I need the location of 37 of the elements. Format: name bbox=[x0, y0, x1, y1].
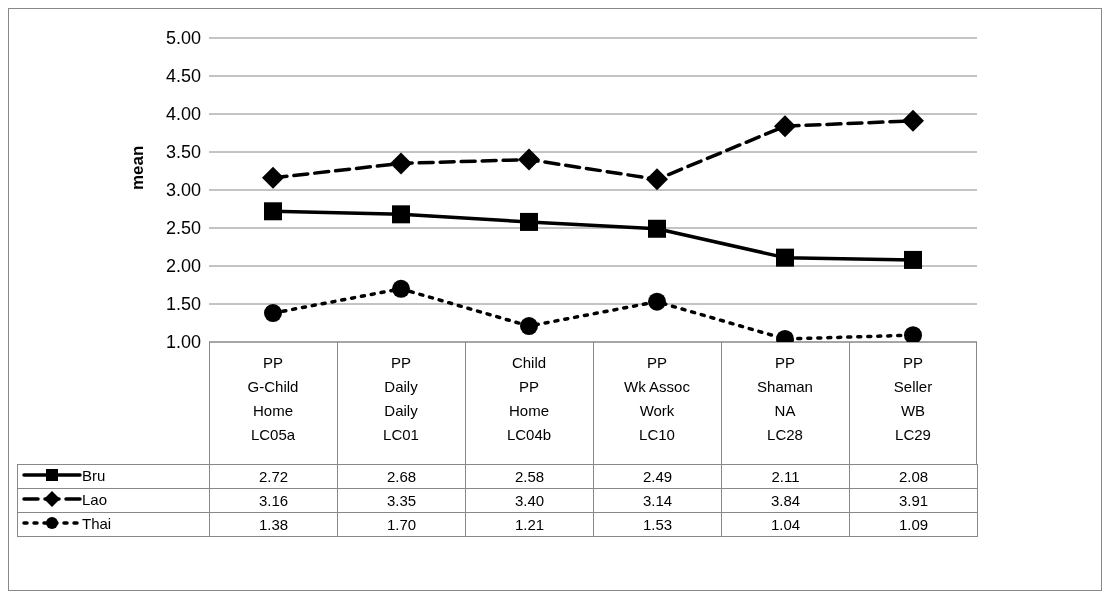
data-label: 3.91 bbox=[849, 488, 978, 513]
data-label: 2.58 bbox=[465, 464, 594, 489]
y-axis-title: mean bbox=[128, 145, 148, 190]
data-label: 2.72 bbox=[209, 464, 338, 489]
x-tick-label: PP Daily Daily LC01 bbox=[383, 354, 419, 443]
y-tick-label: 1.50 bbox=[165, 294, 201, 315]
legend-label: Lao bbox=[82, 490, 108, 508]
data-label: 1.04 bbox=[721, 512, 850, 537]
data-label: 3.35 bbox=[337, 488, 466, 513]
x-tick-label: PP Seller WB LC29 bbox=[893, 354, 933, 443]
data-label: 2.49 bbox=[593, 464, 722, 489]
y-tick-label: 2.00 bbox=[165, 256, 201, 277]
x-tick-label: PP Wk Assoc Work LC10 bbox=[624, 354, 691, 443]
data-label: 1.70 bbox=[337, 512, 466, 537]
legend-label: Bru bbox=[82, 466, 106, 484]
y-tick-label: 4.50 bbox=[165, 66, 201, 87]
data-label: 1.53 bbox=[593, 512, 722, 537]
data-label: 3.40 bbox=[465, 488, 594, 513]
data-label: 1.38 bbox=[209, 512, 338, 537]
y-tick-label: 3.00 bbox=[165, 180, 201, 201]
data-label: 3.16 bbox=[209, 488, 338, 513]
data-label: 2.11 bbox=[721, 464, 850, 489]
data-label: 2.68 bbox=[337, 464, 466, 489]
data-label: 1.21 bbox=[465, 512, 594, 537]
y-tick-label: 2.50 bbox=[165, 218, 201, 239]
x-tick-label: PP Shaman NA LC28 bbox=[757, 354, 813, 443]
data-label: 3.14 bbox=[593, 488, 722, 513]
y-tick-label: 5.00 bbox=[165, 28, 201, 49]
x-tick-label: PP G-Child Home LC05a bbox=[247, 354, 299, 443]
data-label: 1.09 bbox=[849, 512, 978, 537]
y-tick-label: 4.00 bbox=[165, 104, 201, 125]
y-tick-label: 1.00 bbox=[165, 332, 201, 353]
legend-label: Thai bbox=[82, 514, 112, 532]
y-tick-label: 3.50 bbox=[165, 142, 201, 163]
data-label: 2.08 bbox=[849, 464, 978, 489]
data-label: 3.84 bbox=[721, 488, 850, 513]
x-tick-label: Child PP Home LC04b bbox=[506, 354, 552, 443]
